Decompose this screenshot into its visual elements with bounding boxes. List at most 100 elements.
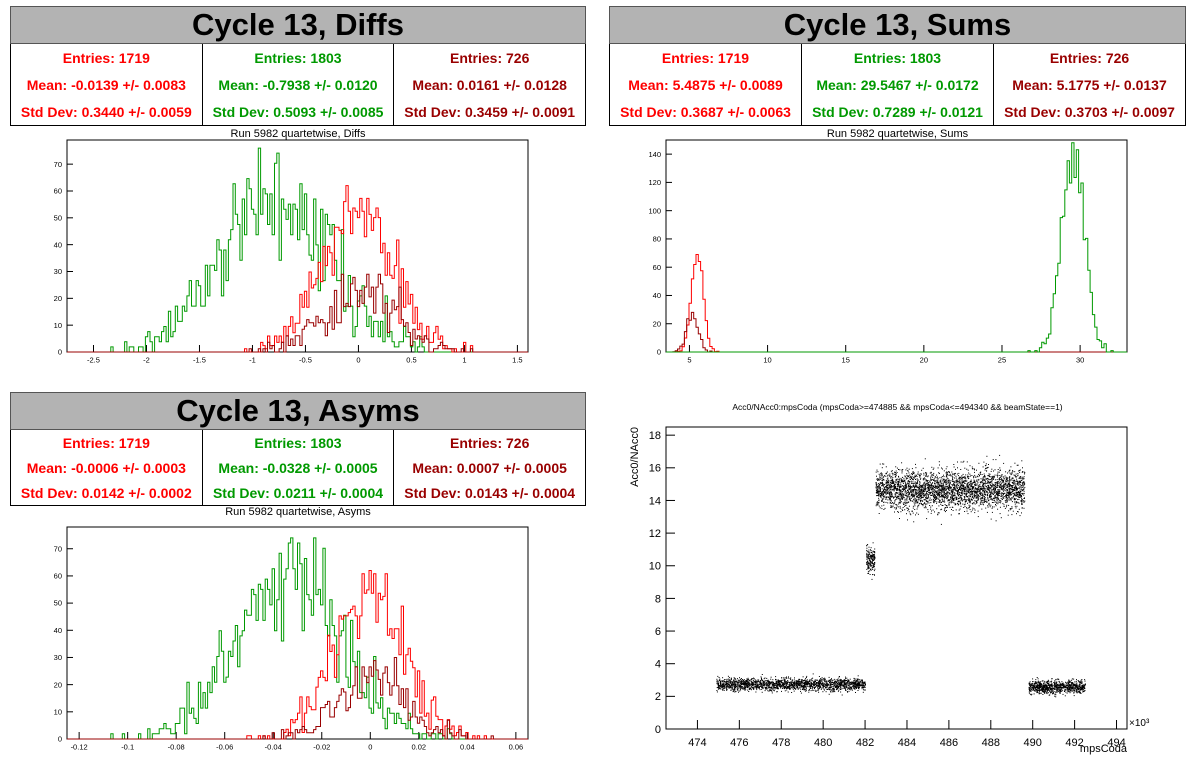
scatter-point [910,490,912,491]
scatter-point [988,479,990,480]
scatter-point [1015,492,1017,494]
scatter-point [843,687,845,689]
scatter-point [917,473,919,475]
sums-stat-darkred: Entries: 726 Mean: 5.1775 +/- 0.0137 Std… [994,44,1185,125]
scatter-point [926,495,927,497]
scatter-point [901,481,903,483]
scatter-point [916,474,917,476]
scatter-point [815,683,817,685]
scatter-point [983,473,985,475]
scatter-point [725,681,727,683]
scatter-point [910,480,912,482]
scatter-point [791,682,793,684]
scatter-point [727,686,729,688]
scatter-point [951,500,953,502]
scatter-point [896,485,898,487]
scatter-point [817,685,819,687]
scatter-point [956,481,957,483]
scatter-point [957,503,959,505]
scatter-point [830,691,832,693]
scatter-point [902,476,903,478]
scatter-point [967,496,968,497]
scatter-point [873,558,875,560]
scatter-point [936,492,938,494]
scatter-point [978,485,980,487]
diffs-stat-darkred: Entries: 726 Mean: 0.0161 +/- 0.0128 Std… [394,44,585,125]
scatter-point [889,502,891,503]
scatter-point [783,677,785,679]
scatter-point [871,556,873,558]
scatter-point [994,469,996,471]
scatter-point [860,684,862,686]
scatter-point [977,487,979,489]
scatter-point [962,503,964,505]
scatter-point [718,685,720,686]
scatter-point [795,683,797,685]
scatter-point [1014,481,1016,483]
scatter-point [925,496,927,498]
scatter-point [811,688,813,689]
scatter-point [991,507,993,509]
scatter-point [940,492,942,494]
scatter-point [792,686,794,688]
scatter-point [838,680,840,682]
scatter-point [845,685,847,687]
stat-std: Std Dev: 0.3459 +/- 0.0091 [404,103,576,120]
scatter-point [758,684,760,686]
scatter-point [862,679,863,681]
scatter-point [853,677,855,679]
scatter-point [913,479,914,481]
scatter-point [1016,488,1017,490]
scatter-point [922,494,924,496]
scatter-point [937,482,939,484]
scatter-point [941,489,943,491]
scatter-point [951,509,952,510]
scatter-point [793,679,795,681]
scatter-point [917,495,918,497]
stat-entries: Entries: 726 [449,434,530,451]
y-tick-label: 0 [58,735,62,744]
scatter-point [971,492,973,494]
scatter-point [906,500,908,502]
scatter-point [880,491,882,492]
scatter-point [906,502,908,504]
scatter-point [1000,485,1002,487]
scatter-point [1004,507,1006,509]
scatter-point [930,499,932,501]
scatter-point [904,501,906,503]
scatter-point [958,493,960,495]
scatter-point [822,684,824,686]
scatter-point [877,503,879,505]
scatter-point [870,549,871,551]
scatter-point [916,501,918,503]
scatter-point [726,685,728,687]
scatter-point [826,685,828,687]
scatter-point [983,501,985,503]
scatter-point [1017,491,1019,493]
scatter-point [879,483,880,485]
scatter-point [783,679,785,681]
scatter-point [856,683,858,685]
scatter-point [970,489,972,490]
scatter-point [878,487,880,489]
scatter-point [951,499,953,501]
scatter-point [939,480,941,482]
scatter-point [943,481,945,483]
scatter-point [996,498,998,500]
scatter-point [899,489,900,491]
scatter-point [864,682,866,684]
scatter-point [932,498,934,500]
scatter-point [916,483,918,485]
scatter-point [949,506,951,508]
scatter-point [937,490,939,492]
scatter-point [912,489,914,491]
scatter-point [919,496,921,498]
scatter-point [936,477,938,479]
scatter-point [803,689,805,691]
scatter-point [925,489,927,491]
scatter-point [848,682,850,684]
scatter-point [904,482,906,484]
scatter-point [741,686,743,688]
scatter-point [828,680,830,682]
scatter-point [918,503,920,505]
